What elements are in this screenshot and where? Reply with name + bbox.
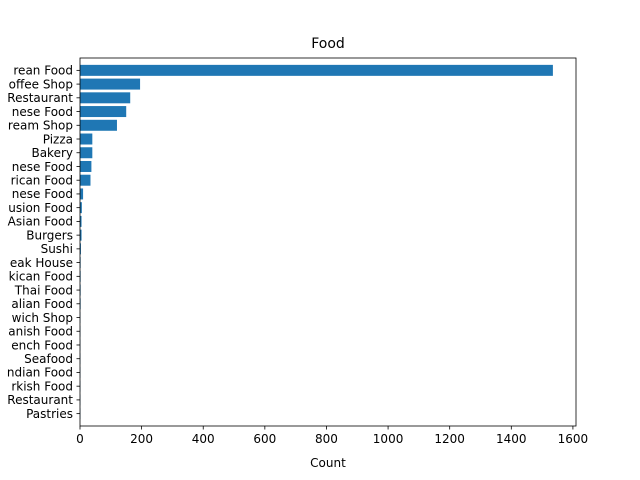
y-tick-label: usion Food (8, 201, 73, 215)
x-tick-label: 1400 (496, 432, 527, 446)
y-tick-label: Bakery (31, 146, 73, 160)
y-tick-label: ndian Food (7, 366, 73, 380)
y-tick-label: anish Food (8, 325, 73, 339)
bar-burgers (80, 229, 82, 241)
bar-chinese-food (80, 106, 127, 118)
y-tick-label: offee Shop (9, 77, 73, 91)
y-tick-label: rean Food (13, 64, 73, 78)
y-tick-label: rican Food (11, 174, 73, 188)
y-tick-label: Asian Food (8, 215, 73, 229)
bar-coffee-shop (80, 78, 141, 90)
y-tick-label: Restaurant (7, 91, 73, 105)
y-tick-label: Pastries (26, 407, 73, 421)
y-tick-label: Sushi (41, 242, 73, 256)
bar-asian-food (80, 215, 82, 227)
bars-group (80, 64, 553, 420)
bar-sushi (80, 243, 81, 255)
y-tick-label: wich Shop (12, 311, 73, 325)
y-tick-label: Burgers (26, 228, 73, 242)
x-tick-label: 1200 (434, 432, 465, 446)
x-tick-label: 200 (130, 432, 153, 446)
bar-bakery (80, 147, 93, 159)
bar-japanese-food (80, 160, 92, 172)
y-tick-label: nese Food (12, 160, 73, 174)
bar-american-food (80, 174, 91, 186)
bar-ice-cream-shop (80, 119, 117, 131)
y-tick-label: nese Food (12, 187, 73, 201)
plot-frame (79, 57, 577, 427)
y-tick-label: nese Food (12, 105, 73, 119)
x-axis-ticks: 0 200 400 600 800 1000 1200 1400 1600 (76, 426, 588, 446)
y-tick-label: Seafood (24, 352, 73, 366)
bar-restaurant (80, 92, 131, 104)
x-tick-label: 800 (315, 432, 338, 446)
y-tick-label: Thai Food (14, 283, 73, 297)
bar-vietnamese-food (80, 188, 84, 200)
x-tick-label: 1000 (373, 432, 404, 446)
y-tick-label: alian Food (11, 297, 73, 311)
y-tick-label: ream Shop (8, 119, 73, 133)
y-tick-label: kican Food (9, 270, 73, 284)
bar-korean-food (80, 64, 553, 76)
y-tick-label: ench Food (11, 338, 73, 352)
y-tick-label: eak House (10, 256, 73, 270)
x-tick-label: 400 (192, 432, 215, 446)
x-tick-label: 0 (76, 432, 84, 446)
bar-pizza (80, 133, 93, 145)
y-tick-label: rkish Food (11, 379, 73, 393)
y-tick-label: Restaurant (7, 393, 73, 407)
bar-fusion-food (80, 202, 82, 214)
x-tick-label: 1600 (558, 432, 589, 446)
y-tick-label: Pizza (43, 132, 73, 146)
chart-title: Food (311, 36, 345, 52)
axes-frame (79, 57, 577, 427)
x-axis-label: Count (310, 456, 346, 470)
x-tick-label: 600 (253, 432, 276, 446)
